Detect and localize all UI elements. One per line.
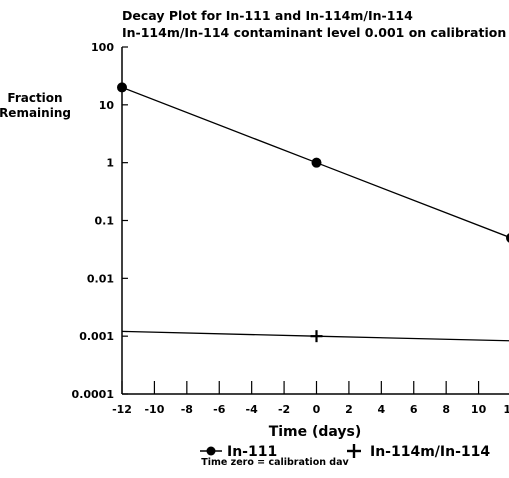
series-1-point-1 [310,330,323,343]
legend-item-in-111: In-111 [200,444,277,460]
x-tick-label: 6 [410,403,418,416]
y-axis-label-line-1: Fraction [7,91,62,105]
y-axis-label-line-2: Remaining [0,106,71,120]
x-tick-label: 12 [503,403,509,416]
series-0-point-2 [506,233,509,243]
y-tick-label: 0.01 [87,272,114,285]
x-tick-label: 4 [378,403,386,416]
legend: In-111 In-114m/In-114 [200,444,490,460]
y-tick-label: 0.0001 [72,388,114,401]
y-tick-label: 10 [99,99,115,112]
x-axis-label: Time (days) [269,424,362,440]
chart-subtitle: In-114m/In-114 contaminant level 0.001 o… [122,25,509,40]
x-tick-label: 2 [345,403,353,416]
x-tick-label: -6 [213,403,226,416]
x-tick-label: -4 [246,403,259,416]
x-tick-label: -12 [112,403,132,416]
series-layer [117,82,509,343]
y-tick-label: 1 [106,157,114,170]
legend-label-in-111: In-111 [227,444,277,460]
legend-item-in-114: In-114m/In-114 [347,444,490,460]
time-zero-note: Time zero = calibration dav [201,457,349,468]
y-tick-label: 0.001 [79,330,114,343]
chart-title: Decay Plot for In-111 and In-114m/In-114 [122,8,413,23]
legend-marker-in-111 [206,446,216,456]
x-axis-ticks: -12 -10 -8 -6 -4 -2 0 2 4 6 8 10 12 [112,381,509,416]
legend-label-in-114: In-114m/In-114 [370,444,490,460]
x-tick-label: -2 [278,403,290,416]
y-axis-ticks: 100 10 1 0.1 0.01 0.001 0.0001 [72,41,128,401]
x-tick-label: -8 [181,403,193,416]
y-tick-label: 100 [91,41,114,54]
series-0-point-0 [117,82,127,93]
y-tick-label: 0.1 [95,215,115,228]
x-tick-label: -10 [144,403,164,416]
x-tick-label: 8 [442,403,450,416]
series-0-point-1 [311,157,322,168]
x-tick-label: 10 [471,403,487,416]
x-tick-label: 0 [313,403,321,416]
